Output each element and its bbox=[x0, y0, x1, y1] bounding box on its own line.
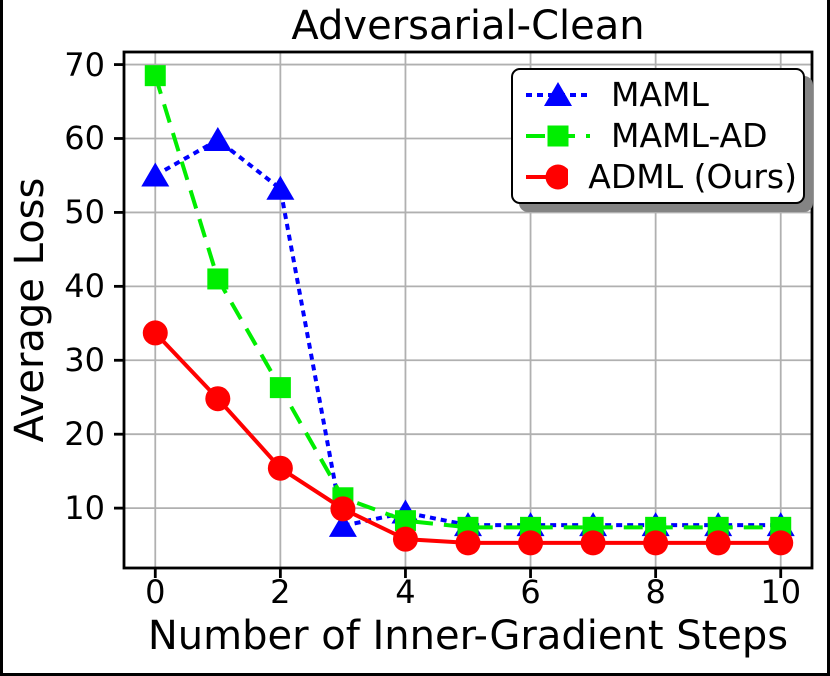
x-tick-label: 4 bbox=[395, 573, 416, 611]
x-tick-label: 10 bbox=[760, 573, 802, 611]
legend-entry: MAML bbox=[525, 75, 797, 115]
triangle-marker bbox=[203, 126, 232, 151]
circle-marker bbox=[518, 530, 544, 556]
triangle-marker bbox=[141, 162, 170, 187]
triangle-marker bbox=[266, 175, 295, 200]
y-tick-label: 50 bbox=[64, 193, 105, 232]
axes-frame bbox=[122, 50, 814, 570]
circle-marker bbox=[330, 496, 356, 522]
circle-legend-glyph-icon bbox=[526, 164, 569, 190]
circle-marker bbox=[768, 530, 794, 556]
legend-entry-label: ADML (Ours) bbox=[588, 157, 797, 197]
y-tick-label: 40 bbox=[64, 267, 105, 306]
circle-marker bbox=[455, 530, 481, 556]
square-marker bbox=[207, 268, 229, 290]
square-marker bbox=[144, 65, 166, 87]
y-tick-label: 20 bbox=[64, 415, 105, 454]
legend-entry-label: MAML bbox=[611, 74, 709, 114]
y-tick-label: 10 bbox=[64, 489, 105, 528]
square-marker bbox=[547, 125, 569, 147]
circle-marker bbox=[205, 386, 231, 412]
circle-marker bbox=[142, 320, 168, 346]
circle-marker bbox=[545, 164, 569, 190]
circle-marker bbox=[392, 526, 418, 552]
square-marker bbox=[394, 510, 416, 532]
series-line-adml-ours bbox=[153, 331, 781, 545]
circle-marker bbox=[267, 455, 293, 481]
chart-title: Adversarial-Clean bbox=[291, 3, 645, 49]
y-tick-label: 30 bbox=[64, 341, 105, 380]
triangle-legend-glyph-icon bbox=[526, 81, 590, 106]
x-axis-label: Number of Inner-Gradient Steps bbox=[147, 613, 789, 659]
y-tick-label: 60 bbox=[64, 119, 105, 158]
circle-marker bbox=[643, 530, 669, 556]
triangle-marker bbox=[328, 512, 357, 537]
circle-marker bbox=[705, 530, 731, 556]
square-legend-glyph-icon bbox=[526, 125, 590, 147]
y-tick-label: 70 bbox=[64, 45, 105, 84]
x-tick-label: 6 bbox=[520, 573, 541, 611]
legend: MAML MAML-AD ADML (Ours) bbox=[511, 68, 805, 204]
legend-entry: MAML-AD bbox=[525, 116, 797, 156]
circle-marker bbox=[580, 530, 606, 556]
square-marker bbox=[269, 377, 291, 399]
x-tick-label: 8 bbox=[645, 573, 666, 611]
x-tick-label: 0 bbox=[145, 573, 166, 611]
legend-entry-label: MAML-AD bbox=[611, 115, 768, 155]
triangle-marker bbox=[544, 81, 572, 106]
x-tick-label: 2 bbox=[270, 573, 291, 611]
legend-entry: ADML (Ours) bbox=[525, 157, 797, 197]
